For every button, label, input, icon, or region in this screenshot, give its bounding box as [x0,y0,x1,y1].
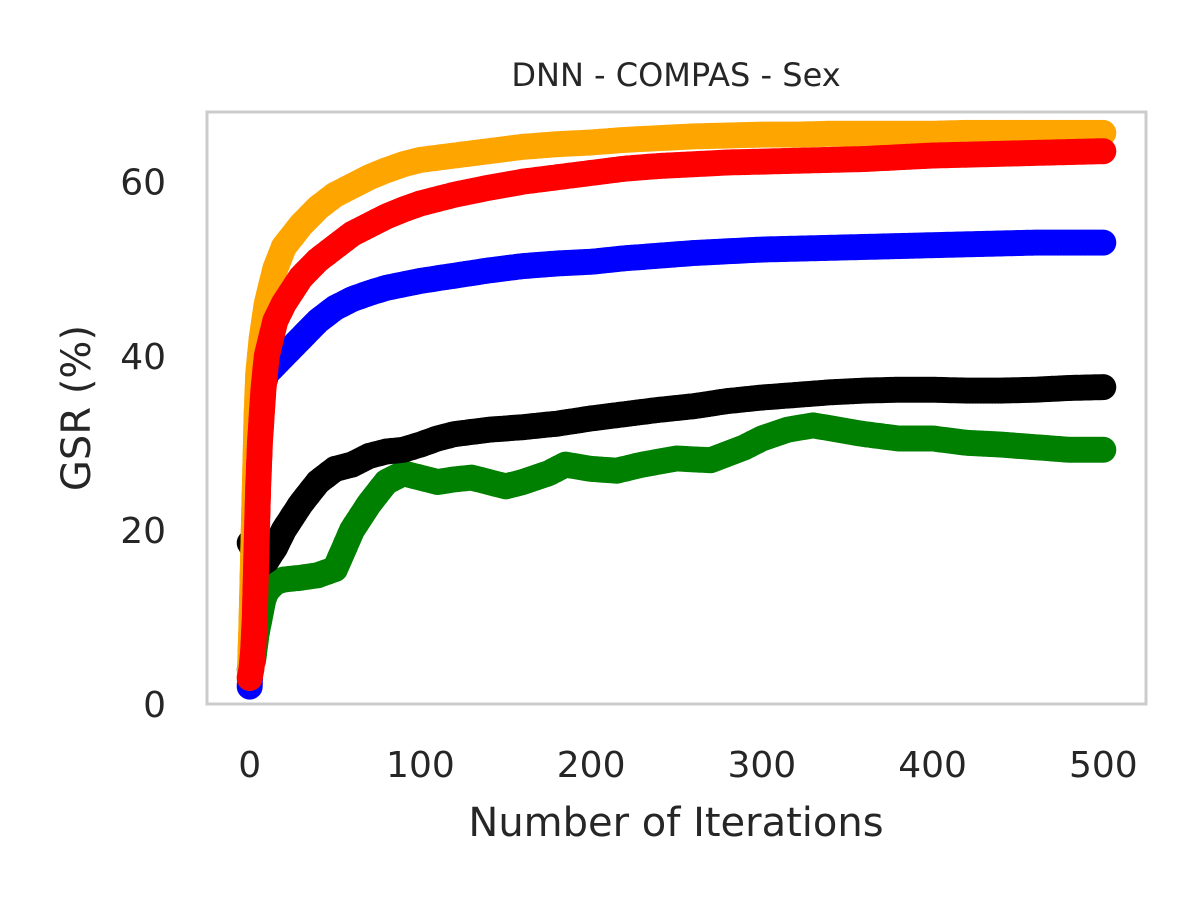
data-point [1090,229,1117,256]
x-tick-label: 500 [1069,745,1138,786]
x-tick-label: 400 [898,745,967,786]
data-point [1090,138,1117,165]
y-tick-label: 20 [120,511,166,552]
y-tick-label: 40 [120,337,166,378]
y-tick-label: 0 [143,685,166,726]
series-4 [236,138,1117,691]
chart-title: DNN - COMPAS - Sex [511,56,840,94]
x-axis-ticks: 0 100 200 300 400 500 [238,745,1137,786]
plot-area [236,119,1117,700]
x-tick-label: 200 [557,745,626,786]
x-axis-label: Number of Iterations [468,800,883,846]
plot-frame [205,110,1148,706]
series-1 [236,374,1117,578]
data-point [1090,374,1117,401]
y-axis-label: GSR (%) [54,325,100,491]
series-3 [236,119,1117,691]
y-tick-label: 60 [120,163,166,204]
x-tick-label: 100 [386,745,455,786]
x-tick-label: 0 [238,745,261,786]
data-point [1090,436,1117,463]
y-axis-ticks: 0 20 40 60 [120,163,166,726]
x-tick-label: 300 [728,745,797,786]
